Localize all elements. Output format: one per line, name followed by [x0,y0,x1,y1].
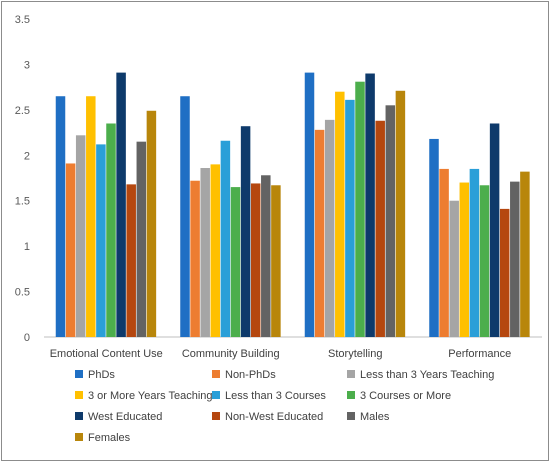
bar-females [271,185,281,337]
legend-swatch [212,391,220,399]
category-label: Performance [448,348,511,360]
category-label: Storytelling [328,348,382,360]
legend-label: Females [88,432,131,444]
bar-males [510,181,520,337]
bar-less-than-3-years-teaching [200,168,210,337]
legend-swatch [212,370,220,378]
bar-less-than-3-years-teaching [75,135,86,337]
legend-label: Less than 3 Years Teaching [360,369,494,381]
bar-less-than-3-courses [96,144,106,337]
legend-label: Non-PhDs [225,369,276,381]
bar-less-than-3-years-teaching [449,200,459,337]
bar-less-than-3-courses [469,168,480,337]
y-axis-ticks: 0 0.5 1 1.5 2 2.5 3 3.5 [15,14,30,344]
bar-females [395,90,406,337]
legend-swatch [75,391,83,399]
legend-swatch [75,370,83,378]
bar-west-educated [116,72,126,338]
legend-label: 3 or More Years Teaching [88,390,213,402]
bar-3-or-more-years-teaching [86,96,96,337]
bar-west-educated [365,73,375,337]
bar-non-phds [439,168,449,337]
legend-swatch [347,391,355,399]
bar-non-west-educated [499,208,510,337]
bar-non-west-educated [375,120,385,337]
legend-label: Less than 3 Courses [225,390,326,402]
bar-3-courses-or-more [106,123,116,338]
bar-phds [55,96,66,337]
legend-label: West Educated [88,411,162,423]
y-tick-label: 0 [24,332,30,344]
bar-non-west-educated [250,183,261,337]
bar-west-educated [240,126,251,338]
legend-label: PhDs [88,369,115,381]
y-tick-label: 2.5 [15,105,30,117]
bar-3-or-more-years-teaching [459,182,470,337]
bar-west-educated [489,123,500,338]
legend-swatch [212,412,220,420]
bar-phds [304,72,315,338]
legend-swatch [75,433,83,441]
bar-3-courses-or-more [230,187,241,337]
bar-phds [180,96,190,337]
bar-3-or-more-years-teaching [210,164,221,337]
bar-males [385,105,396,337]
y-tick-label: 1 [24,241,30,253]
bar-males [261,175,271,337]
bar-less-than-3-courses [345,99,355,337]
bar-3-or-more-years-teaching [335,91,345,337]
bar-3-courses-or-more [479,185,490,337]
legend-swatch [347,412,355,420]
legend-label: Non-West Educated [225,411,323,423]
y-tick-label: 1.5 [15,196,30,208]
y-tick-label: 2 [24,150,30,162]
y-tick-label: 0.5 [15,287,30,299]
bar-3-courses-or-more [355,81,365,337]
legend: PhDs Non-PhDs Less than 3 Years Teaching 3 … [75,369,494,444]
bars [55,72,530,338]
bar-non-phds [314,129,325,337]
category-label: Community Building [182,348,280,360]
y-tick-label: 3 [24,59,30,71]
legend-label: 3 Courses or More [360,390,451,402]
bar-males [136,141,147,337]
y-tick-label: 3.5 [15,14,30,26]
bar-non-west-educated [126,184,136,337]
bar-non-phds [190,180,200,337]
bar-females [520,171,530,337]
bar-less-than-3-courses [220,140,231,337]
legend-swatch [75,412,83,420]
category-labels: Emotional Content Use Community Building S… [50,348,512,360]
bar-phds [429,138,439,337]
bar-non-phds [65,163,76,337]
legend-label: Males [360,411,390,423]
category-label: Emotional Content Use [50,348,163,360]
legend-swatch [347,370,355,378]
bar-less-than-3-years-teaching [324,119,335,337]
bar-females [146,110,157,338]
